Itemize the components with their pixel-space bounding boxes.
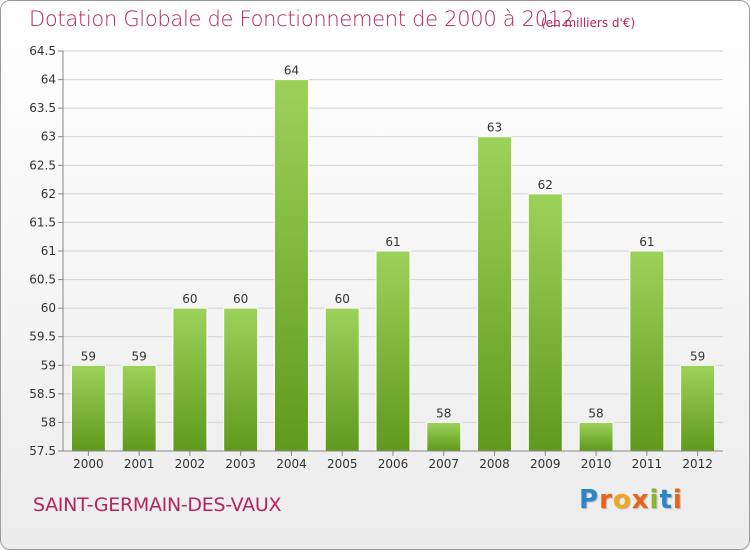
data-label: 60 (335, 292, 350, 306)
data-label: 60 (182, 292, 197, 306)
x-tick-label: 2001 (124, 457, 155, 471)
x-tick-label: 2002 (175, 457, 206, 471)
y-tick-label: 59 (41, 358, 56, 372)
bars (70, 79, 716, 452)
data-label: 60 (233, 292, 248, 306)
bar-2004 (273, 79, 309, 452)
data-label: 58 (436, 406, 451, 420)
logo-letter: o (612, 485, 632, 515)
data-label: 62 (538, 178, 553, 192)
y-tick-label: 64 (41, 73, 56, 87)
commune-name: SAINT-GERMAIN-DES-VAUX (33, 494, 282, 516)
data-label: 61 (385, 235, 400, 249)
y-tick-label: 63.5 (29, 101, 56, 115)
unit-note: (en milliers d'€) (541, 16, 636, 30)
data-label: 58 (588, 406, 603, 420)
bar-2010 (578, 421, 614, 452)
x-tick-label: 2011 (632, 457, 663, 471)
x-tick-label: 2009 (530, 457, 561, 471)
data-label: 61 (639, 235, 654, 249)
y-tick-label: 61.5 (29, 215, 56, 229)
x-tick-label: 2003 (225, 457, 256, 471)
bar-2000 (70, 364, 106, 452)
bar-2006 (375, 250, 411, 452)
bar-2005 (324, 307, 360, 452)
y-tick-label: 60.5 (29, 273, 56, 287)
y-tick-label: 58 (41, 415, 56, 429)
logo-letter: r (599, 485, 613, 515)
y-tick-label: 62 (41, 187, 56, 201)
logo-letter: i (649, 485, 660, 515)
logo-letter: t (659, 485, 673, 515)
bar-2003 (223, 307, 259, 452)
logo-letter: x (631, 485, 650, 515)
data-label: 64 (284, 64, 299, 78)
x-tick-label: 2006 (378, 457, 409, 471)
proxiti-logo: Proxiti (579, 485, 683, 515)
bar-2012 (680, 364, 716, 452)
data-label: 63 (487, 121, 502, 135)
x-tick-label: 2007 (428, 457, 459, 471)
y-tick-label: 62.5 (29, 158, 56, 172)
x-tick-label: 2012 (682, 457, 713, 471)
y-tick-label: 64.5 (29, 44, 56, 58)
x-tick-label: 2004 (276, 457, 307, 471)
y-tick-label: 63 (41, 130, 56, 144)
data-label: 59 (690, 349, 705, 363)
x-tick-label: 2008 (479, 457, 510, 471)
y-tick-label: 59.5 (29, 330, 56, 344)
labels: 57.5 58 58.5 59 59.5 60 60.5 61 61.5 62 62.5 63 63.5… (29, 44, 713, 471)
data-label: 59 (132, 349, 147, 363)
bar-2008 (477, 136, 513, 452)
x-tick-label: 2000 (73, 457, 104, 471)
y-tick-label: 61 (41, 244, 56, 258)
bar-2001 (121, 364, 157, 452)
bar-2009 (527, 193, 563, 452)
y-tick-label: 57.5 (29, 444, 56, 458)
chart-title: Dotation Globale de Fonctionnement de 20… (29, 7, 574, 31)
bar-2002 (172, 307, 208, 452)
bar-2007 (426, 421, 462, 452)
y-tick-label: 60 (41, 301, 56, 315)
logo-letter: P (579, 485, 600, 515)
bar-2011 (629, 250, 665, 452)
logo-letter: i (672, 485, 683, 515)
data-label: 59 (81, 349, 96, 363)
axes (58, 50, 723, 456)
x-tick-label: 2010 (581, 457, 612, 471)
y-tick-label: 58.5 (29, 387, 56, 401)
x-tick-label: 2005 (327, 457, 358, 471)
